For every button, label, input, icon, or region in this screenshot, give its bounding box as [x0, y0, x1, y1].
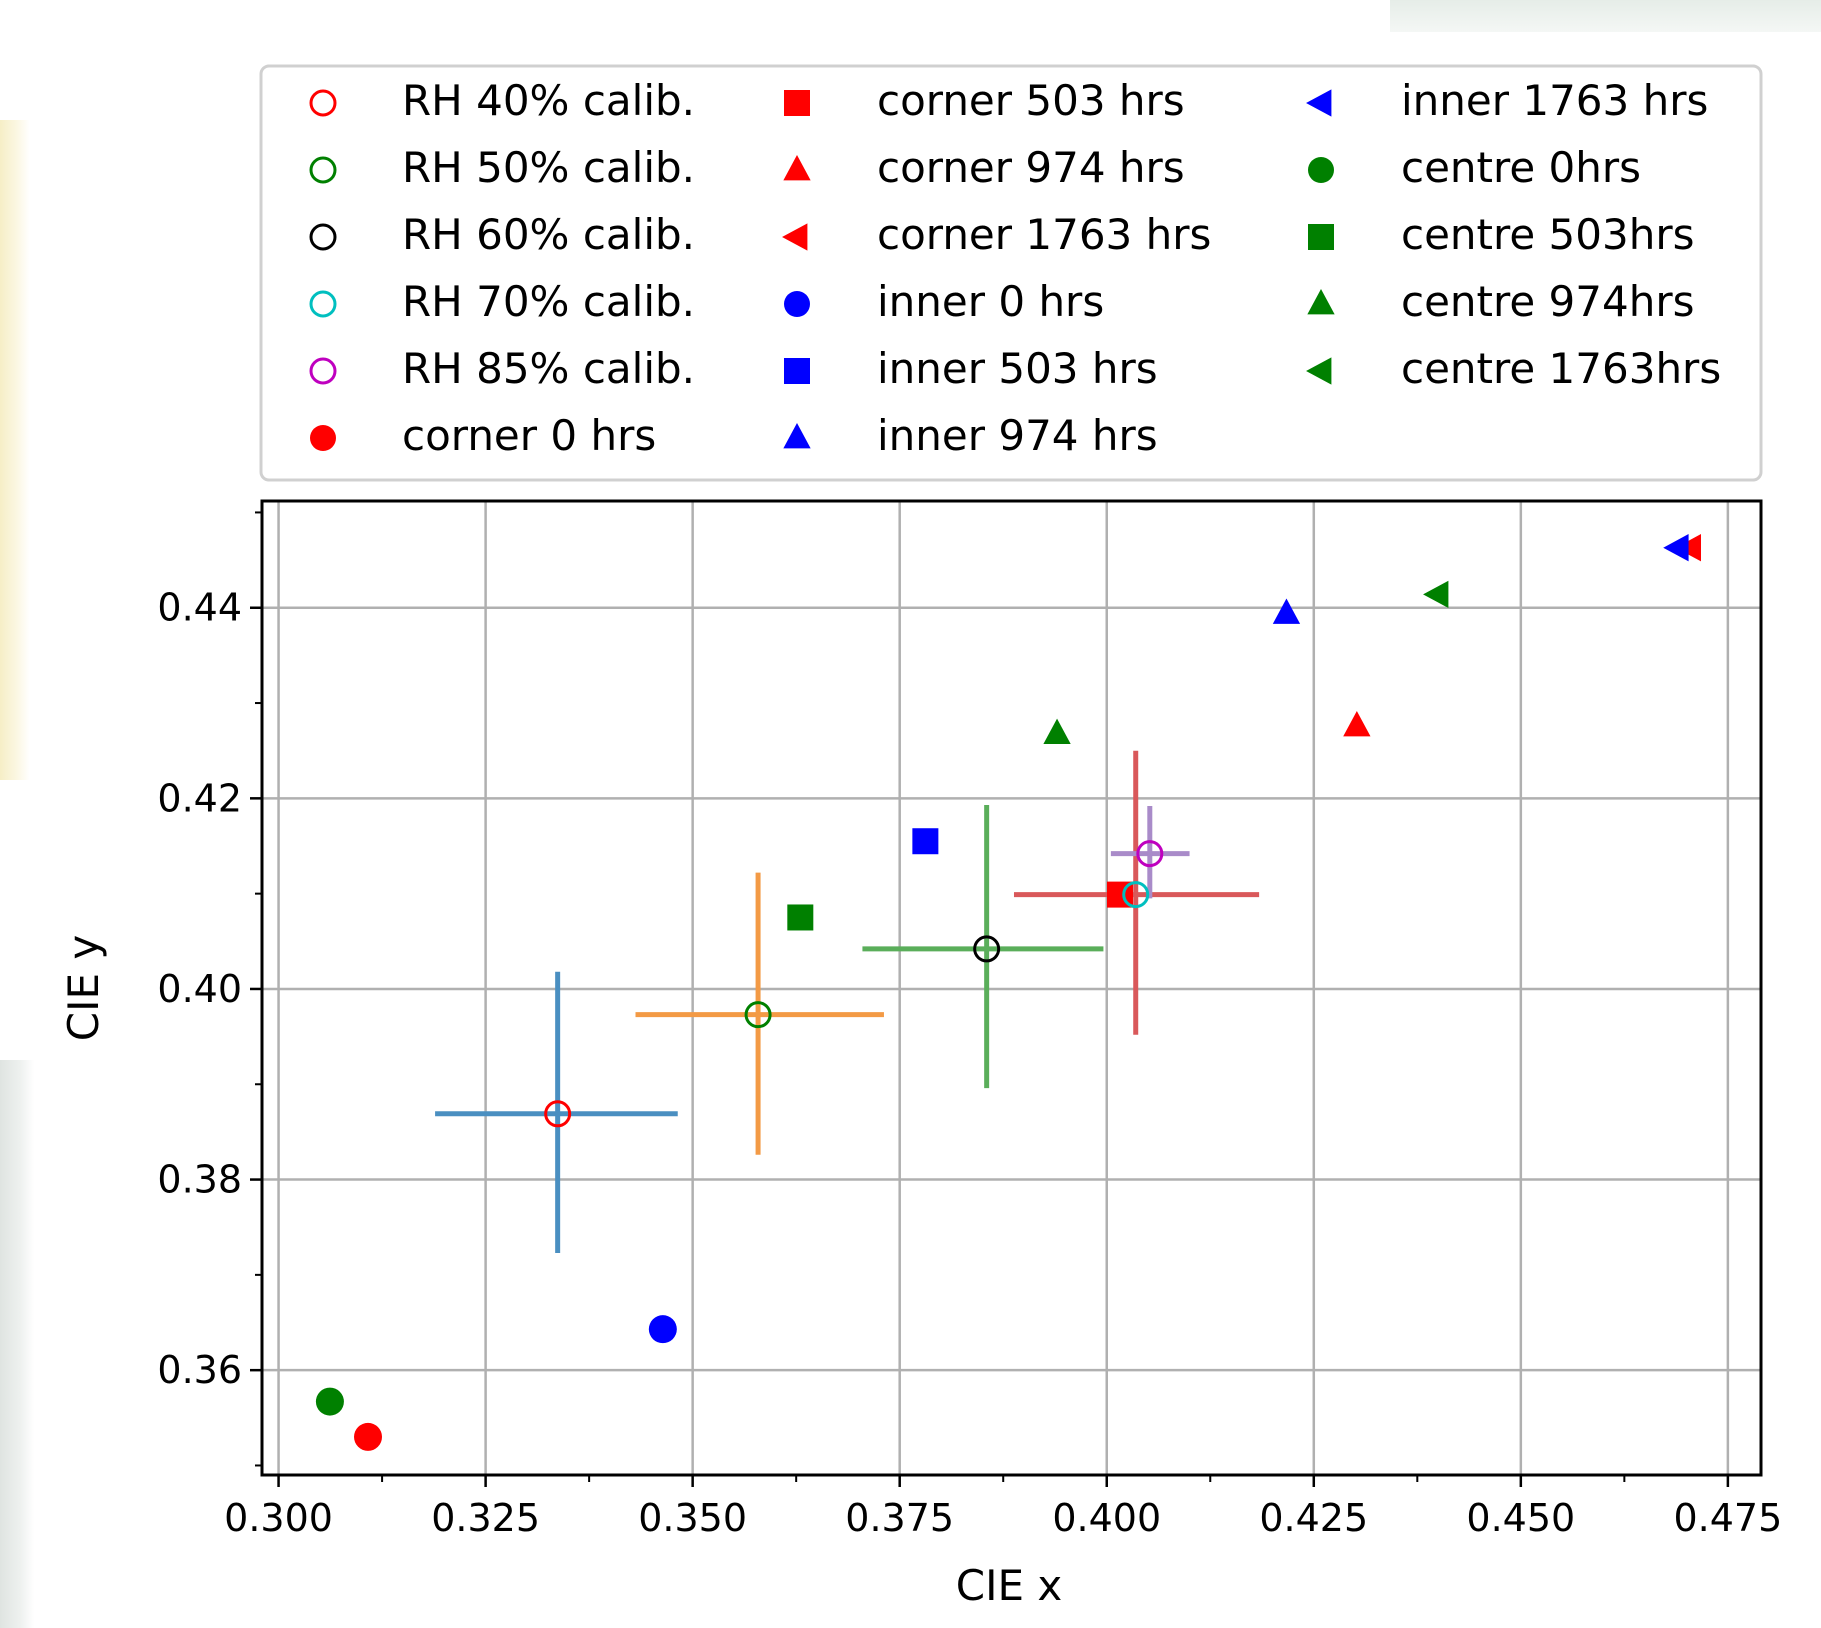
- legend-label: centre 0hrs: [1401, 143, 1641, 192]
- legend-marker: [309, 223, 337, 251]
- legend-marker: [1308, 157, 1334, 183]
- data-point: [1272, 598, 1301, 624]
- legend-frame: [259, 64, 1763, 482]
- data-point: [315, 1387, 344, 1416]
- data-point: [973, 935, 1001, 963]
- legend-item: RH 50% calib.: [309, 143, 695, 192]
- x-tick-label: 0.425: [1259, 1496, 1368, 1540]
- legend-label: centre 974hrs: [1401, 277, 1695, 326]
- legend-marker: [1308, 224, 1334, 250]
- grid: [262, 501, 1761, 1475]
- background-strip-left-lower: [0, 1060, 34, 1628]
- legend-label: inner 1763 hrs: [1401, 76, 1708, 125]
- legend: RH 40% calib. RH 50% calib. RH 60% calib. R…: [259, 64, 1763, 482]
- legend-label: corner 0 hrs: [402, 411, 656, 460]
- x-tick-label: 0.450: [1466, 1496, 1575, 1540]
- data-point: [912, 828, 939, 855]
- legend-label: RH 50% calib.: [402, 143, 695, 192]
- x-axis-label: CIE x: [956, 1561, 1062, 1610]
- legend-item: centre 0hrs: [1308, 143, 1641, 192]
- x-tick-label: 0.300: [224, 1496, 333, 1540]
- legend-label: inner 974 hrs: [877, 411, 1158, 460]
- legend-item: centre 503hrs: [1308, 210, 1695, 259]
- legend-marker: [1307, 289, 1335, 315]
- data-point: [648, 1315, 677, 1344]
- legend-item: RH 40% calib.: [309, 76, 695, 125]
- legend-item: corner 974 hrs: [783, 143, 1185, 192]
- error-bars: [435, 750, 1260, 1253]
- data-point: [1663, 534, 1689, 562]
- data-point: [354, 1422, 383, 1451]
- legend-label: corner 1763 hrs: [877, 210, 1211, 259]
- legend-marker: [309, 89, 337, 117]
- x-tick-label: 0.475: [1673, 1496, 1782, 1540]
- legend-label: corner 974 hrs: [877, 143, 1185, 192]
- legend-label: centre 503hrs: [1401, 210, 1695, 259]
- legend-marker: [784, 90, 810, 116]
- legend-marker: [784, 291, 810, 317]
- legend-label: RH 40% calib.: [402, 76, 695, 125]
- data-point: [787, 904, 814, 931]
- legend-item: RH 70% calib.: [309, 277, 695, 326]
- background-strip-top: [1390, 0, 1821, 32]
- legend-label: RH 70% calib.: [402, 277, 695, 326]
- legend-item: corner 503 hrs: [784, 76, 1185, 125]
- legend-marker: [783, 155, 811, 181]
- x-tick-label: 0.325: [431, 1496, 540, 1540]
- y-tick-label: 0.36: [157, 1348, 242, 1392]
- legend-item: inner 0 hrs: [784, 277, 1104, 326]
- data-point: [1423, 580, 1449, 609]
- legend-label: inner 503 hrs: [877, 344, 1158, 393]
- legend-label: inner 0 hrs: [877, 277, 1104, 326]
- legend-label: RH 85% calib.: [402, 344, 695, 393]
- y-tick-label: 0.38: [157, 1158, 242, 1202]
- legend-marker: [783, 423, 811, 449]
- data-point: [544, 1100, 572, 1128]
- legend-item: inner 503 hrs: [784, 344, 1158, 393]
- data-point: [744, 1001, 772, 1029]
- legend-item: RH 60% calib.: [309, 210, 695, 259]
- legend-marker: [309, 290, 337, 318]
- legend-label: corner 503 hrs: [877, 76, 1185, 125]
- data-point: [1122, 881, 1150, 909]
- legend-marker: [309, 357, 337, 385]
- legend-label: RH 60% calib.: [402, 210, 695, 259]
- y-axis: 0.36 0.38 0.40 0.42 0.44: [157, 511, 262, 1467]
- legend-item: centre 974hrs: [1307, 277, 1695, 326]
- legend-marker: [782, 223, 808, 251]
- legend-item: corner 0 hrs: [310, 411, 656, 460]
- legend-item: inner 974 hrs: [783, 411, 1158, 460]
- x-tick-label: 0.400: [1052, 1496, 1161, 1540]
- plot-area: 0.300 0.325 0.350 0.375 0.400 0.425 0.450 0.475…: [157, 499, 1782, 1540]
- legend-marker: [1306, 357, 1332, 385]
- legend-marker: [784, 358, 810, 384]
- x-tick-label: 0.350: [638, 1496, 747, 1540]
- legend-marker: [1306, 89, 1332, 117]
- legend-item: centre 1763hrs: [1306, 344, 1721, 393]
- background-strip-left: [0, 120, 30, 780]
- y-axis-label: CIE y: [59, 935, 108, 1041]
- data-point: [1343, 710, 1371, 737]
- legend-label: centre 1763hrs: [1401, 344, 1721, 393]
- legend-item: RH 85% calib.: [309, 344, 695, 393]
- legend-item: corner 1763 hrs: [782, 210, 1211, 259]
- legend-marker: [309, 156, 337, 184]
- legend-item: inner 1763 hrs: [1306, 76, 1708, 125]
- y-tick-label: 0.42: [157, 776, 242, 820]
- y-tick-label: 0.44: [157, 586, 242, 630]
- data-point: [1136, 840, 1164, 868]
- x-tick-label: 0.375: [845, 1496, 954, 1540]
- legend-marker: [310, 425, 336, 451]
- data-points: [315, 534, 1702, 1451]
- y-tick-label: 0.40: [157, 967, 242, 1011]
- x-axis: 0.300 0.325 0.350 0.375 0.400 0.425 0.450 0.475: [224, 1475, 1782, 1540]
- data-point: [1043, 718, 1071, 744]
